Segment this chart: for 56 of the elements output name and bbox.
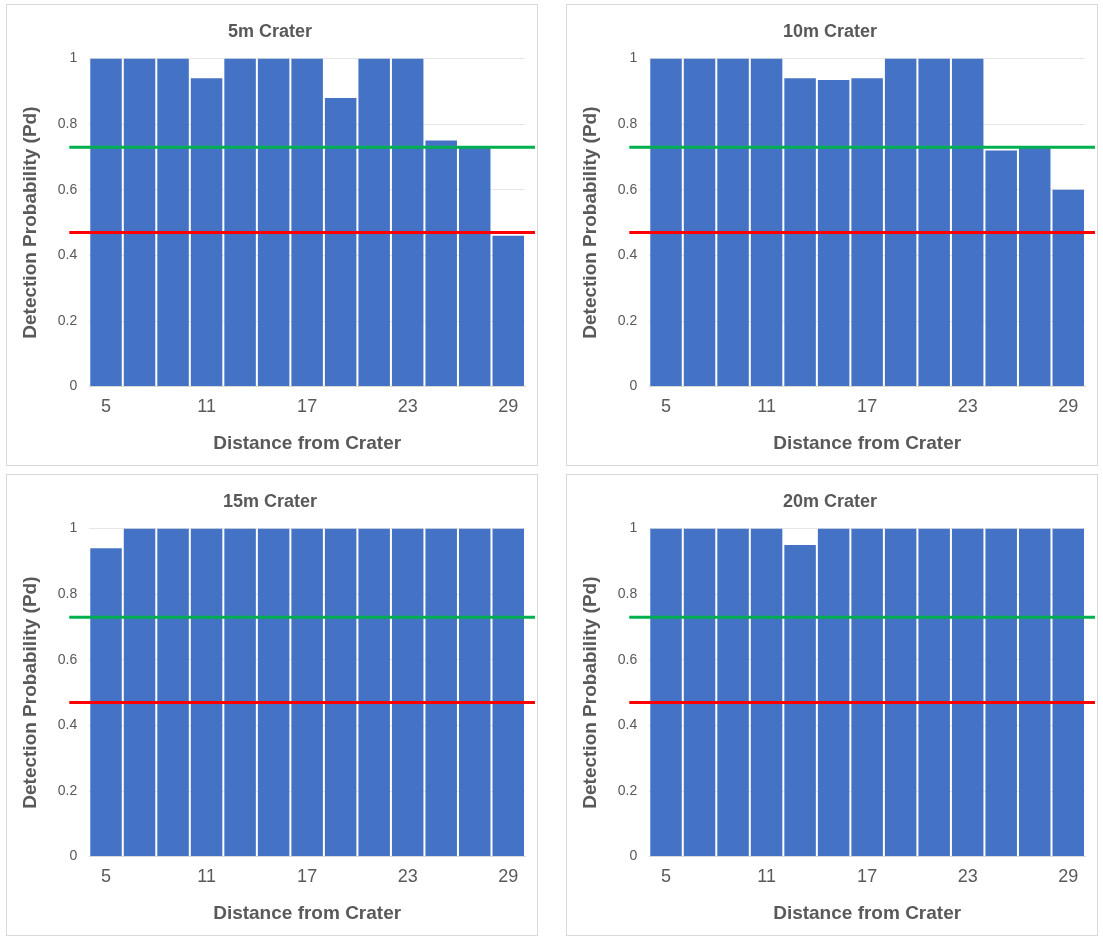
y-tick-label: 0.2	[617, 311, 638, 328]
y-tick-label: 0.8	[617, 585, 638, 602]
x-tick-label: 29	[1058, 866, 1079, 887]
x-tick-label: 23	[957, 866, 978, 887]
x-tick-label: 5	[661, 396, 672, 417]
y-axis-title: Detection Probability (Pd)	[18, 106, 40, 339]
y-tick-label: 0.2	[57, 781, 78, 798]
chart-title: 15m Crater	[222, 490, 318, 511]
y-tick-label: 1	[69, 49, 78, 66]
x-tick-label: 5	[101, 396, 112, 417]
y-tick-label: 0.4	[617, 716, 638, 733]
chart-title: 20m Crater	[782, 490, 878, 511]
y-tick-label: 0	[69, 847, 78, 864]
x-tick-label: 23	[397, 396, 418, 417]
x-tick-label: 11	[757, 866, 776, 887]
y-tick-label: 0.2	[617, 781, 638, 798]
x-tick-label: 29	[498, 866, 519, 887]
chart-title: 10m Crater	[782, 20, 878, 41]
x-tick-label: 11	[197, 866, 216, 887]
y-tick-label: 0.4	[617, 246, 638, 263]
y-tick-label: 0.6	[617, 650, 638, 667]
x-tick-label: 23	[397, 866, 418, 887]
y-tick-label: 0.6	[617, 180, 638, 197]
x-axis-title: Distance from Crater	[773, 431, 962, 453]
y-tick-label: 1	[629, 519, 638, 536]
y-tick-label: 1	[69, 519, 78, 536]
y-tick-label: 0.8	[57, 115, 78, 132]
y-tick-label: 1	[629, 49, 638, 66]
x-tick-label: 17	[857, 396, 878, 417]
y-tick-label: 0.8	[57, 585, 78, 602]
y-axis-title: Detection Probability (Pd)	[578, 576, 600, 809]
y-axis-title: Detection Probability (Pd)	[578, 106, 600, 339]
x-tick-label: 17	[297, 866, 318, 887]
y-tick-label: 0	[629, 377, 638, 394]
y-tick-label: 0.6	[57, 180, 78, 197]
y-tick-label: 0.4	[57, 246, 78, 263]
x-tick-label: 11	[757, 396, 776, 417]
y-tick-label: 0.8	[617, 115, 638, 132]
x-tick-label: 5	[661, 866, 672, 887]
x-tick-label: 29	[498, 396, 519, 417]
x-tick-label: 29	[1058, 396, 1079, 417]
y-tick-label: 0	[629, 847, 638, 864]
chart-title: 5m Crater	[227, 20, 313, 41]
y-tick-label: 0.2	[57, 311, 78, 328]
y-axis-title: Detection Probability (Pd)	[18, 576, 40, 809]
y-tick-label: 0	[69, 377, 78, 394]
x-tick-label: 17	[297, 396, 318, 417]
x-tick-label: 5	[101, 866, 112, 887]
y-tick-label: 0.6	[57, 650, 78, 667]
x-axis-title: Distance from Crater	[213, 901, 402, 923]
x-tick-label: 23	[957, 396, 978, 417]
x-tick-label: 11	[197, 396, 216, 417]
y-tick-label: 0.4	[57, 716, 78, 733]
x-axis-title: Distance from Crater	[773, 901, 962, 923]
x-axis-title: Distance from Crater	[213, 431, 402, 453]
x-tick-label: 17	[857, 866, 878, 887]
